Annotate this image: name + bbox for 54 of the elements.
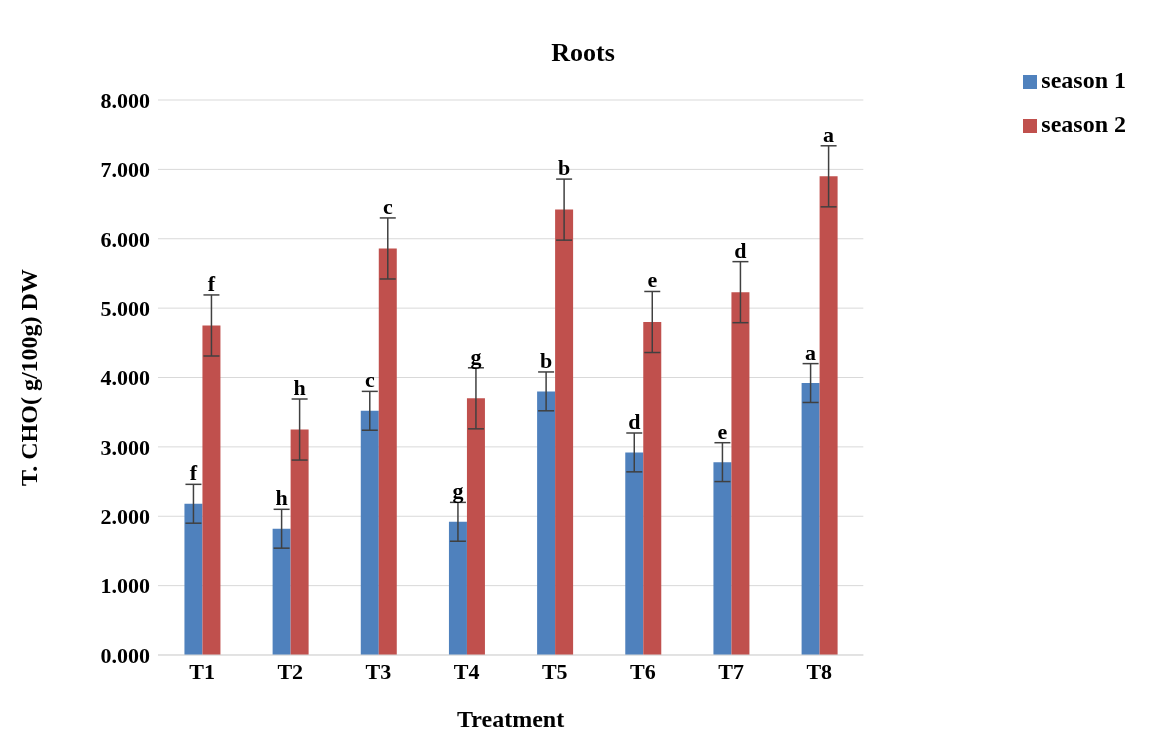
data-label: f <box>207 270 216 296</box>
bar <box>378 248 397 655</box>
bar <box>360 410 379 655</box>
y-tick-label: 0.000 <box>100 642 150 668</box>
bar <box>625 452 644 655</box>
bar <box>801 383 820 655</box>
y-tick-label: 8.000 <box>100 87 150 113</box>
y-tick-label: 3.000 <box>100 434 150 460</box>
data-label: d <box>734 237 747 263</box>
x-tick-label: T3 <box>365 658 392 684</box>
y-tick-label: 1.000 <box>100 573 150 599</box>
x-tick-label: T8 <box>806 658 833 684</box>
x-tick-label: T1 <box>189 658 215 684</box>
data-label: h <box>293 375 306 401</box>
data-label: a <box>805 339 817 365</box>
data-label: c <box>364 367 375 393</box>
data-label: d <box>628 409 641 434</box>
bar <box>643 322 662 655</box>
bar <box>272 528 291 655</box>
chart-title: Roots <box>550 38 616 68</box>
bar <box>731 292 750 655</box>
y-tick-label: 6.000 <box>100 226 150 252</box>
legend-label: season 1 <box>1041 67 1126 93</box>
data-label: b <box>557 155 571 181</box>
data-label: e <box>717 418 728 444</box>
bar <box>819 176 838 655</box>
bar <box>537 391 556 655</box>
bar <box>713 462 732 655</box>
x-tick-label: T4 <box>453 658 480 684</box>
data-label: f <box>189 460 198 486</box>
data-label: g <box>470 343 482 369</box>
y-axis-title: T. CHO( g/100g) DW <box>15 269 42 486</box>
y-tick-label: 5.000 <box>100 295 150 321</box>
y-tick-label: 4.000 <box>100 365 150 391</box>
x-tick-label: T7 <box>718 658 744 684</box>
data-label: b <box>539 347 553 373</box>
legend-label: season 2 <box>1041 111 1126 137</box>
x-tick-label: T6 <box>630 658 656 684</box>
x-tick-label: T5 <box>541 658 568 684</box>
data-label: h <box>275 485 288 511</box>
bar <box>290 429 309 655</box>
y-tick-label: 2.000 <box>100 504 150 530</box>
data-label: c <box>382 193 393 219</box>
data-label: a <box>823 121 835 147</box>
data-label: e <box>647 267 658 293</box>
bar <box>466 398 485 655</box>
bar <box>184 503 203 655</box>
bar <box>555 209 574 655</box>
x-axis-title: Treatment <box>457 706 565 733</box>
data-label: g <box>452 478 464 504</box>
x-tick-label: T2 <box>277 658 304 684</box>
bar <box>202 325 221 655</box>
bar <box>448 521 467 655</box>
y-tick-label: 7.000 <box>100 157 150 183</box>
